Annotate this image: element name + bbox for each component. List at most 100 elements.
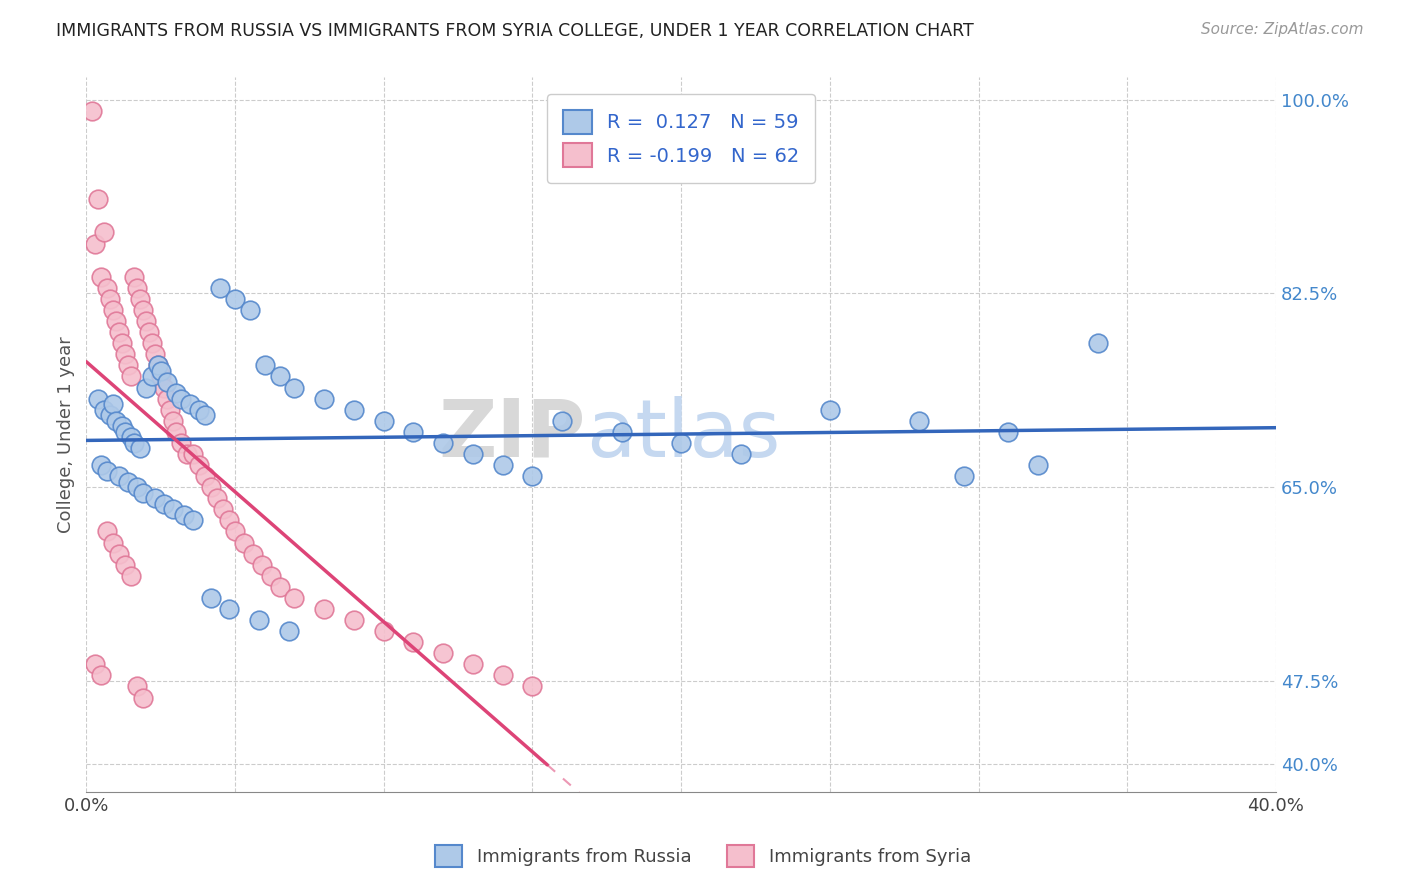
Point	[138, 325, 160, 339]
Point	[120, 369, 142, 384]
Point	[84, 236, 107, 251]
Point	[461, 447, 484, 461]
Point	[155, 392, 177, 406]
Point	[93, 402, 115, 417]
Point	[402, 425, 425, 439]
Point	[269, 369, 291, 384]
Point	[952, 469, 974, 483]
Point	[205, 491, 228, 506]
Point	[152, 497, 174, 511]
Point	[218, 513, 240, 527]
Point	[114, 347, 136, 361]
Point	[343, 402, 366, 417]
Point	[402, 635, 425, 649]
Point	[170, 435, 193, 450]
Point	[87, 192, 110, 206]
Point	[314, 392, 336, 406]
Point	[128, 442, 150, 456]
Point	[250, 558, 273, 572]
Point	[132, 303, 155, 318]
Point	[120, 430, 142, 444]
Point	[96, 524, 118, 539]
Point	[101, 397, 124, 411]
Point	[1087, 336, 1109, 351]
Point	[260, 568, 283, 582]
Point	[283, 380, 305, 394]
Point	[111, 336, 134, 351]
Text: IMMIGRANTS FROM RUSSIA VS IMMIGRANTS FROM SYRIA COLLEGE, UNDER 1 YEAR CORRELATIO: IMMIGRANTS FROM RUSSIA VS IMMIGRANTS FRO…	[56, 22, 974, 40]
Point	[135, 380, 157, 394]
Point	[277, 624, 299, 639]
Point	[146, 359, 169, 373]
Point	[432, 646, 454, 660]
Point	[461, 657, 484, 672]
Point	[194, 469, 217, 483]
Point	[669, 435, 692, 450]
Point	[90, 269, 112, 284]
Point	[162, 502, 184, 516]
Point	[114, 558, 136, 572]
Legend: R =  0.127   N = 59, R = -0.199   N = 62: R = 0.127 N = 59, R = -0.199 N = 62	[547, 95, 815, 183]
Point	[183, 513, 205, 527]
Point	[101, 303, 124, 318]
Point	[162, 414, 184, 428]
Point	[170, 392, 193, 406]
Point	[239, 303, 262, 318]
Point	[242, 547, 264, 561]
Point	[610, 425, 633, 439]
Point	[84, 657, 107, 672]
Point	[125, 480, 148, 494]
Point	[908, 414, 931, 428]
Point	[152, 380, 174, 394]
Point	[165, 425, 187, 439]
Point	[105, 314, 128, 328]
Point	[135, 314, 157, 328]
Point	[111, 419, 134, 434]
Point	[120, 568, 142, 582]
Point	[90, 668, 112, 682]
Point	[253, 359, 276, 373]
Point	[269, 580, 291, 594]
Point	[209, 281, 232, 295]
Point	[141, 369, 163, 384]
Point	[149, 369, 172, 384]
Point	[200, 591, 222, 605]
Point	[114, 425, 136, 439]
Point	[373, 624, 395, 639]
Point	[165, 386, 187, 401]
Point	[194, 408, 217, 422]
Point	[146, 359, 169, 373]
Point	[90, 458, 112, 472]
Point	[108, 547, 131, 561]
Point	[492, 668, 515, 682]
Point	[730, 447, 752, 461]
Point	[149, 364, 172, 378]
Point	[132, 485, 155, 500]
Point	[128, 292, 150, 306]
Point	[122, 269, 145, 284]
Point	[1026, 458, 1049, 472]
Point	[108, 469, 131, 483]
Point	[96, 281, 118, 295]
Point	[98, 292, 121, 306]
Point	[200, 480, 222, 494]
Point	[82, 103, 104, 118]
Point	[551, 414, 574, 428]
Point	[997, 425, 1019, 439]
Point	[101, 535, 124, 549]
Point	[283, 591, 305, 605]
Point	[343, 613, 366, 627]
Point	[179, 397, 201, 411]
Point	[232, 535, 254, 549]
Y-axis label: College, Under 1 year: College, Under 1 year	[58, 336, 75, 533]
Point	[188, 402, 211, 417]
Point	[155, 375, 177, 389]
Point	[492, 458, 515, 472]
Point	[224, 292, 246, 306]
Point	[117, 475, 139, 489]
Point	[522, 469, 544, 483]
Point	[87, 392, 110, 406]
Point	[173, 508, 195, 522]
Point	[218, 602, 240, 616]
Point	[188, 458, 211, 472]
